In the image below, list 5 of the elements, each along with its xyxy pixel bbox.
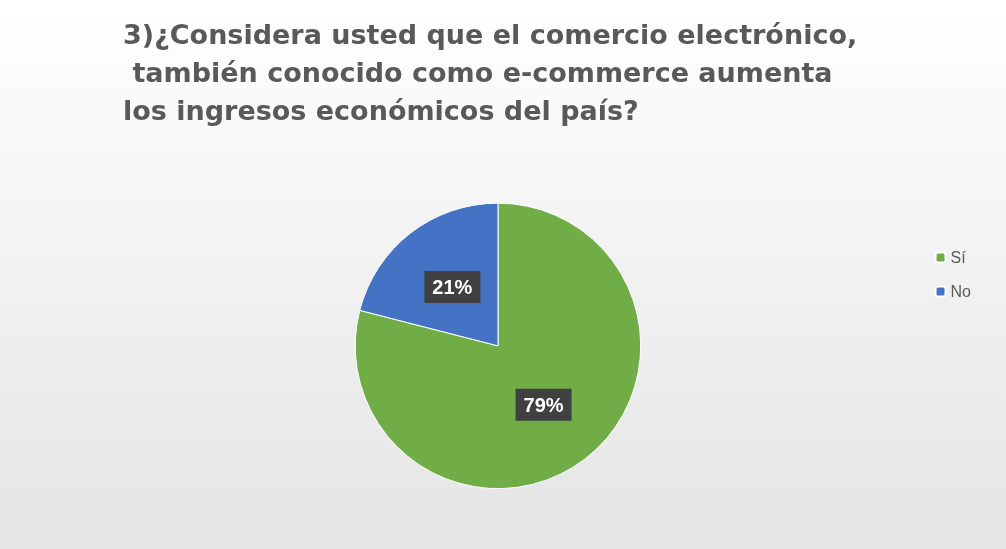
legend-label: Sí (950, 249, 967, 266)
data-label: 21% (432, 276, 473, 299)
legend-label: No (950, 283, 972, 300)
data-label: 79% (523, 393, 564, 416)
chart-title: 3)¿Considera usted que el comercio electrónico, también conocido como e-commerce aumenta los ingresos económicos del país? (123, 18, 858, 126)
